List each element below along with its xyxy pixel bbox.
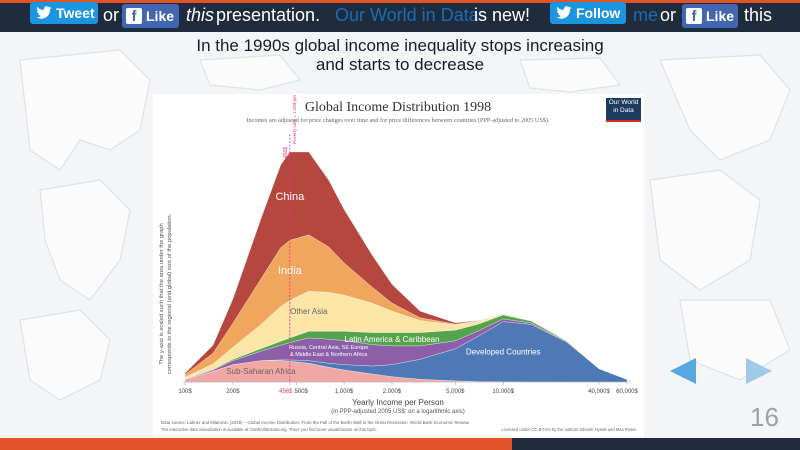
slide-subtitle: In the 1990s global income inequality st… bbox=[150, 36, 650, 74]
x-tick-label: 40,000$ bbox=[588, 389, 610, 395]
tweet-button[interactable]: Tweet bbox=[30, 2, 98, 24]
bottom-accent-bar bbox=[0, 438, 512, 450]
facebook-like-button[interactable]: f Like bbox=[682, 4, 738, 28]
owid-logo-text: Our World in Data bbox=[608, 99, 639, 114]
slide-subtitle-line1: In the 1990s global income inequality st… bbox=[196, 36, 604, 55]
series-label-other-asia: Other Asia bbox=[290, 307, 328, 316]
page-number: 16 bbox=[750, 402, 779, 432]
series-label-latin-america-caribbean: Latin America & Caribbean bbox=[344, 335, 439, 344]
next-slide-arrow[interactable] bbox=[744, 356, 774, 386]
x-tick-label: 2,000$ bbox=[383, 389, 402, 395]
tweet-label: Tweet bbox=[56, 5, 95, 21]
y-axis-label-line2: corresponds to the regional (and global)… bbox=[167, 213, 173, 374]
x-tick-label: 500$ bbox=[295, 389, 309, 395]
x-tick-label: 456$ bbox=[279, 389, 293, 395]
x-axis-ticks: 100$ 200$ 456$ 500$ 1,000$ 2,000$ 5,000$ 10,000… bbox=[178, 382, 639, 395]
owid-link[interactable]: Our World in Data bbox=[335, 5, 479, 25]
this-text: this bbox=[186, 5, 215, 25]
facebook-icon: f bbox=[686, 8, 702, 25]
or-text: or bbox=[103, 5, 120, 25]
series-label-sub-saharan-africa: Sub-Saharan Africa bbox=[226, 367, 296, 376]
x-tick-label: 200$ bbox=[226, 389, 240, 395]
chart-subtitle: Incomes are adjusted for price changes o… bbox=[247, 117, 550, 124]
series-label-developed-countries: Developed Countries bbox=[466, 347, 541, 356]
owid-logo: Our World in Data bbox=[606, 98, 641, 122]
bottom-dark-bar bbox=[512, 438, 800, 450]
data-source: Data source: Lakner and Milanovic (2015)… bbox=[161, 420, 470, 425]
twitter-follow-button[interactable]: Follow bbox=[550, 2, 626, 24]
twitter-bird-icon bbox=[36, 6, 52, 20]
facebook-icon: f bbox=[126, 8, 142, 25]
follow-label: Follow bbox=[576, 5, 621, 21]
series-label-india: India bbox=[278, 265, 303, 277]
previous-slide-arrow[interactable] bbox=[668, 356, 698, 386]
like-label: Like bbox=[146, 8, 175, 24]
like-label: Like bbox=[706, 8, 735, 24]
series-label-china: China bbox=[275, 191, 305, 203]
area-series bbox=[184, 151, 628, 383]
facebook-like-button[interactable]: f Like bbox=[122, 4, 179, 28]
x-axis-label: Yearly Income per Person bbox=[352, 398, 444, 407]
x-tick-label: 10,000$ bbox=[492, 389, 514, 395]
slide-subtitle-line2: and starts to decrease bbox=[315, 55, 485, 74]
this-text: this bbox=[744, 5, 773, 25]
chart-title: Global Income Distribution 1998 bbox=[305, 100, 491, 115]
footer-note: The interactive data visualization is av… bbox=[161, 427, 377, 432]
chart-panel: Global Income Distribution 1998 Incomes … bbox=[153, 86, 644, 437]
top-accent-stripe bbox=[0, 0, 800, 3]
x-tick-label: 1,000$ bbox=[335, 389, 354, 395]
license-note: Licensed under CC-BY-SA by the authors Z… bbox=[501, 427, 637, 432]
poverty-line-note: Poverty Line = 1.25$ per day bbox=[292, 94, 297, 144]
area-china bbox=[184, 151, 628, 380]
y-axis-label-line1: The y-axis is scaled such that the area … bbox=[159, 223, 165, 364]
or-text: or bbox=[660, 5, 677, 25]
me-text: me bbox=[633, 5, 659, 25]
series-label-russia-central-asia-se-europe-middle-east-northern-africa: Russia, Central Asia, SE Europe & Middle … bbox=[289, 345, 368, 358]
poverty-line-label: 456$ bbox=[283, 147, 289, 158]
presentation-text: presentation. bbox=[216, 5, 321, 25]
series-labels: Sub-Saharan Africa Developed Countries Rus… bbox=[226, 191, 540, 376]
twitter-bird-icon bbox=[556, 6, 572, 20]
x-tick-label: 60,000$ bbox=[616, 389, 638, 395]
x-tick-label: 5,000$ bbox=[446, 389, 465, 395]
x-tick-label: 100$ bbox=[178, 389, 192, 395]
x-axis-sublabel: (in PPP-adjusted 2005 US$; on a logarith… bbox=[331, 409, 464, 415]
is-new-text: is new! bbox=[474, 5, 531, 25]
income-distribution-chart: Global Income Distribution 1998 Incomes … bbox=[159, 86, 641, 432]
